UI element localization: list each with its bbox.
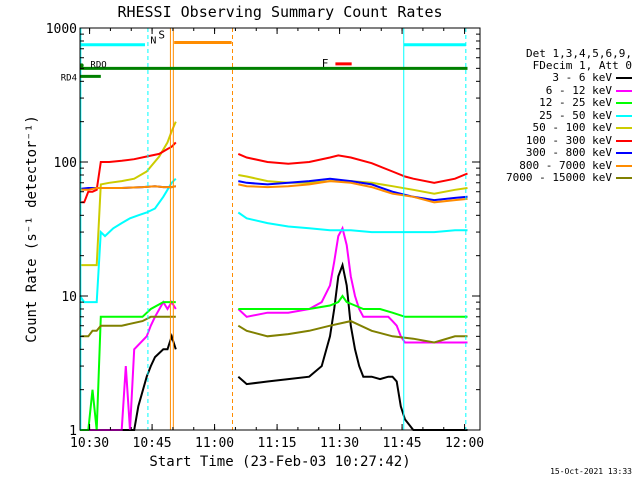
series-line [79, 177, 177, 304]
legend-swatch [616, 164, 632, 167]
y-tick-label: 10 [61, 290, 77, 305]
legend-item: 7000 - 15000 keV [482, 172, 632, 185]
series-line [238, 177, 468, 202]
x-tick-label: 11:45 [383, 436, 422, 451]
x-tick-label: 11:30 [320, 436, 359, 451]
legend-item: 12 - 25 keV [482, 97, 632, 110]
x-tick-label: 11:15 [258, 436, 297, 451]
legend-label: 6 - 12 keV [545, 83, 612, 97]
legend-label: 3 - 6 keV [552, 71, 612, 85]
legend-item: 25 - 50 keV [482, 108, 632, 123]
y-tick-label: 1 [69, 424, 77, 439]
legend-item: 6 - 12 keV [482, 83, 632, 98]
chart-title: RHESSI Observing Summary Count Rates [117, 3, 442, 21]
legend-label: 25 - 50 keV [539, 108, 612, 122]
x-tick-label: 10:45 [133, 436, 172, 451]
legend-label: 100 - 300 keV [525, 133, 612, 147]
series-line [80, 301, 176, 431]
plot-frame [79, 27, 481, 431]
legend-swatch [616, 114, 632, 117]
series-line [80, 121, 177, 267]
x-tick-label: 11:00 [195, 436, 234, 451]
y-tick-label: 1000 [46, 22, 77, 37]
legend-label: 7000 - 15000 keV [506, 171, 612, 185]
overlay-layer: N S F RD4 RDO [61, 28, 468, 430]
series-line [237, 211, 468, 234]
legend-swatch [616, 139, 632, 142]
attenuator-marker [79, 63, 84, 68]
y-axis-label: Count Rate (s⁻¹ detector⁻¹) [24, 115, 40, 343]
legend-header: Det 1,3,4,5,6,9, [526, 47, 632, 60]
legend-item: 50 - 100 keV [482, 122, 632, 135]
legend-header: FDecim 1, Att 0 [532, 59, 632, 72]
x-axis-label: Start Time (23-Feb-03 10:27:42) [149, 454, 410, 470]
x-tick-label: 10:30 [70, 436, 109, 451]
legend-item: 300 - 800 keV [482, 147, 632, 160]
legend-swatch [616, 89, 632, 92]
legend-label: 300 - 800 keV [525, 146, 612, 160]
series-line [80, 185, 177, 191]
legend-label: 50 - 100 keV [532, 121, 612, 135]
series-line [238, 294, 468, 318]
attenuator-label-rdo: RDO [90, 60, 106, 70]
axes-layer: 10:30 10:45 11:00 11:15 11:30 11:45 12:00 1 10 10… [46, 22, 484, 451]
series-line [237, 261, 468, 431]
legend-item: 3 - 6 keV [482, 72, 632, 85]
series-layer [79, 121, 468, 431]
legend-swatch [616, 77, 632, 80]
legend-swatch [616, 152, 632, 155]
legend-swatch [616, 127, 632, 130]
legend-swatch [616, 177, 632, 180]
footer-timestamp: 15-Oct-2021 13:33 [550, 467, 632, 476]
series-line [80, 141, 177, 204]
x-tick-label: 12:00 [445, 436, 484, 451]
series-line [80, 315, 176, 338]
legend-item: 800 - 7000 keV [482, 158, 632, 173]
series-line [237, 152, 468, 184]
flag-label-n: N [150, 36, 156, 47]
y-tick-label: 100 [54, 156, 77, 171]
legend-label: 800 - 7000 keV [519, 158, 612, 172]
flag-label-s: S [158, 28, 165, 41]
attenuator-label-rd4: RD4 [61, 73, 77, 83]
flag-label-f: F [322, 57, 329, 70]
series-line [237, 320, 468, 344]
legend-item: 100 - 300 keV [482, 133, 632, 148]
legend-swatch [616, 102, 632, 105]
legend-label: 12 - 25 keV [539, 96, 612, 110]
series-line [238, 180, 468, 204]
series-line [237, 225, 468, 344]
